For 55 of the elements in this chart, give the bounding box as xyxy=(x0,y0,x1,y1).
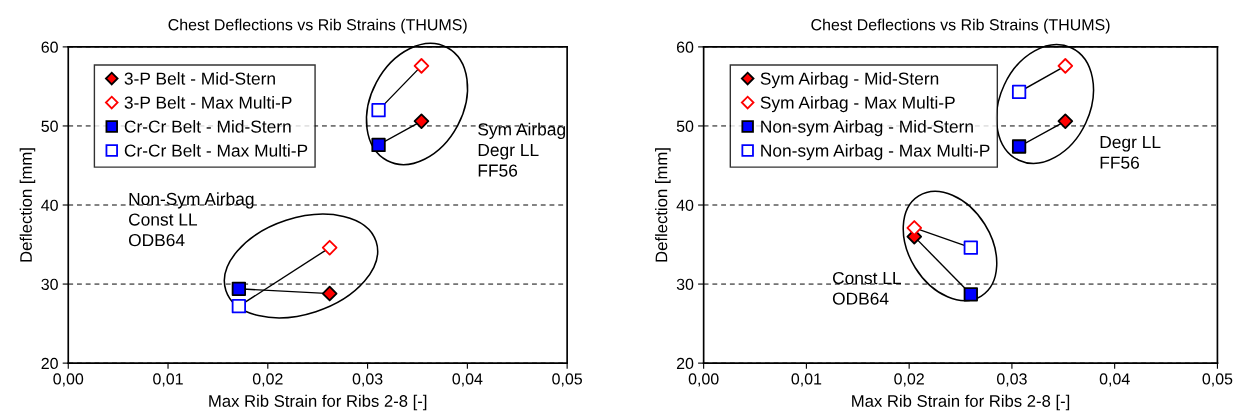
y-axis-title: Deflection [mm] xyxy=(19,148,36,262)
x-tick-label: 0,03 xyxy=(996,373,1027,387)
point xyxy=(231,281,247,296)
x-tick-label: 0,00 xyxy=(53,373,84,387)
point xyxy=(963,287,978,302)
y-tick-label: 30 xyxy=(676,278,694,291)
y-tick-label: 60 xyxy=(41,41,58,53)
point xyxy=(1011,84,1027,100)
x-tick-label: 0,04 xyxy=(452,373,483,387)
y-tick-label: 20 xyxy=(41,357,58,370)
point xyxy=(231,299,247,314)
y-tick-label: 60 xyxy=(676,41,694,53)
point xyxy=(1057,58,1074,74)
annotation: Sym Airbag Degr LL FF56 xyxy=(478,122,565,177)
legend-label: Cr-Cr Belt - Mid-Stern xyxy=(124,120,291,133)
point xyxy=(321,285,338,302)
y-tick-label: 40 xyxy=(676,199,694,211)
y-tick-label: 30 xyxy=(41,278,58,291)
x-tick-label: 0,02 xyxy=(894,373,924,387)
chart-title: Chest Deflections vs Rib Strains (THUMS) xyxy=(811,18,1110,34)
x-axis-title: Max Rib Strain for Ribs 2-8 [-] xyxy=(852,394,1070,411)
legend-label: Cr-Cr Belt - Max Multi-P xyxy=(124,144,308,157)
x-tick-label: 0,05 xyxy=(552,373,583,387)
chart-title: Chest Deflections vs Rib Strains (THUMS) xyxy=(168,18,467,34)
point xyxy=(371,137,386,153)
y-tick-label: 50 xyxy=(41,120,58,132)
point xyxy=(963,240,978,255)
legend-label: Sym Airbag - Max Multi-P xyxy=(760,96,955,113)
y-tick-label: 50 xyxy=(676,120,694,132)
y-tick-label: 20 xyxy=(676,357,694,370)
y-axis-title: Deflection [mm] xyxy=(655,148,671,262)
x-tick-label: 0,03 xyxy=(352,373,383,387)
x-axis-title: Max Rib Strain for Ribs 2-8 [-] xyxy=(209,394,427,411)
legend-label: Non-sym Airbag - Mid-Stern xyxy=(761,120,973,137)
x-tick-label: 0,00 xyxy=(688,373,719,387)
annotation: Degr LL FF56 xyxy=(1100,136,1161,169)
point xyxy=(413,58,430,74)
point xyxy=(371,102,386,118)
point xyxy=(906,220,923,236)
x-tick-label: 0,02 xyxy=(252,373,283,387)
y-tick-label: 40 xyxy=(41,199,58,211)
annotation: Non-Sym Airbag Const LL ODB64 xyxy=(128,192,254,247)
point xyxy=(1057,113,1074,129)
annotation: Const LL ODB64 xyxy=(832,271,901,305)
x-tick-label: 0,05 xyxy=(1202,373,1233,387)
x-tick-label: 0,01 xyxy=(153,373,183,387)
x-tick-label: 0,04 xyxy=(1099,373,1130,387)
legend-label: Sym Airbag - Mid-Stern xyxy=(760,72,939,89)
x-tick-label: 0,01 xyxy=(791,373,822,387)
point xyxy=(1011,139,1027,154)
legend-label: Non-sym Airbag - Max Multi-P xyxy=(761,144,990,161)
legend-label: 3-P Belt - Max Multi-P xyxy=(124,96,292,109)
legend-label: 3-P Belt - Mid-Stern xyxy=(124,72,275,85)
point xyxy=(413,113,430,129)
point xyxy=(321,239,338,256)
